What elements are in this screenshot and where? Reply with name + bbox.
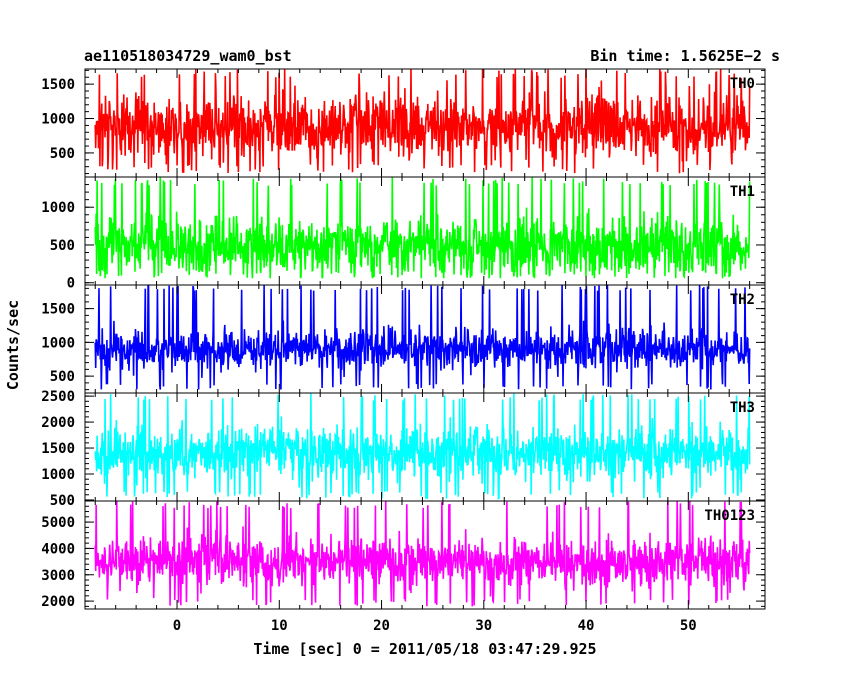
x-tick-label: 0 bbox=[173, 618, 181, 634]
y-tick-label: 500 bbox=[50, 238, 75, 254]
y-tick-label: 2500 bbox=[41, 389, 75, 405]
panel-frame bbox=[84, 500, 766, 610]
panel-th2: 500 1000 1500 TH2 bbox=[41, 284, 766, 394]
x-tick-label: 20 bbox=[373, 618, 390, 634]
x-tick-label: 10 bbox=[271, 618, 288, 634]
y-tick-label: 1000 bbox=[41, 467, 75, 483]
y-tick-label: 3000 bbox=[41, 568, 75, 584]
panel-label: TH0 bbox=[730, 76, 755, 92]
panel-th0123: 2000 3000 4000 5000 TH0123 bbox=[41, 500, 766, 610]
y-tick-label: 1000 bbox=[41, 200, 75, 216]
y-tick-label: 1000 bbox=[41, 335, 75, 351]
panel-label: TH2 bbox=[730, 292, 755, 308]
x-tick-label: 30 bbox=[475, 618, 492, 634]
y-tick-label: 2000 bbox=[41, 415, 75, 431]
y-tick-label: 500 bbox=[50, 146, 75, 162]
y-tick-label: 1000 bbox=[41, 112, 75, 128]
panel-th3: 500 1000 1500 2000 2500 TH3 bbox=[41, 389, 766, 509]
x-tick-label: 40 bbox=[578, 618, 595, 634]
y-tick-label: 500 bbox=[50, 493, 75, 509]
x-axis-label: Time [sec] 0 = 2011/05/18 03:47:29.925 bbox=[253, 640, 596, 658]
series-th1-line bbox=[94, 177, 751, 279]
y-tick-label: 1500 bbox=[41, 302, 75, 318]
y-tick-label: 0 bbox=[67, 276, 75, 292]
chart-title-right: Bin time: 1.5625E−2 s bbox=[590, 47, 780, 65]
y-tick-label: 1500 bbox=[41, 77, 75, 93]
y-tick-label: 1500 bbox=[41, 441, 75, 457]
panel-label: TH3 bbox=[730, 400, 755, 416]
series-th0123-line bbox=[94, 501, 751, 607]
series-th2-line bbox=[94, 285, 751, 390]
panel-th1: 0 500 1000 TH1 bbox=[41, 176, 766, 292]
chart-title-left: ae110518034729_wam0_bst bbox=[84, 47, 292, 65]
y-tick-label: 2000 bbox=[41, 594, 75, 610]
y-tick-label: 500 bbox=[50, 369, 75, 385]
panel-label: TH0123 bbox=[704, 508, 755, 524]
y-axis-label: Counts/sec bbox=[4, 300, 22, 390]
x-tick-label: 50 bbox=[680, 618, 697, 634]
panel-th0: 500 1000 1500 TH0 bbox=[41, 68, 766, 178]
series-th0-line bbox=[94, 69, 751, 174]
y-tick-label: 5000 bbox=[41, 515, 75, 531]
panel-label: TH1 bbox=[730, 184, 755, 200]
series-th3-line bbox=[94, 393, 751, 500]
y-tick-label: 4000 bbox=[41, 541, 75, 557]
